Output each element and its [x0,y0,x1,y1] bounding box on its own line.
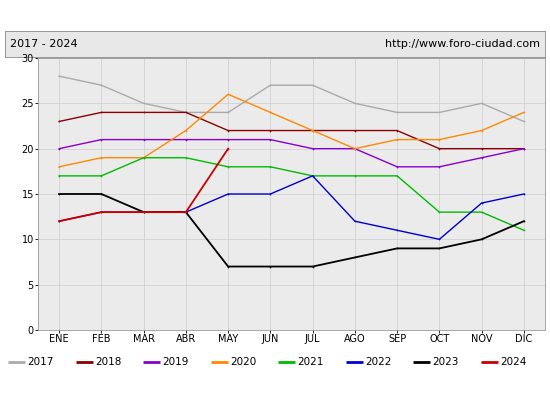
Text: 2019: 2019 [162,357,189,367]
Text: 2017 - 2024: 2017 - 2024 [10,39,78,49]
Text: 2022: 2022 [365,357,391,367]
Text: 2021: 2021 [297,357,323,367]
Text: Evolucion del paro registrado en Tierz: Evolucion del paro registrado en Tierz [130,8,420,22]
Text: 2018: 2018 [95,357,121,367]
Text: http://www.foro-ciudad.com: http://www.foro-ciudad.com [384,39,540,49]
Text: 2020: 2020 [230,357,256,367]
Text: 2024: 2024 [500,357,526,367]
Text: 2017: 2017 [28,357,54,367]
Text: 2023: 2023 [432,357,459,367]
